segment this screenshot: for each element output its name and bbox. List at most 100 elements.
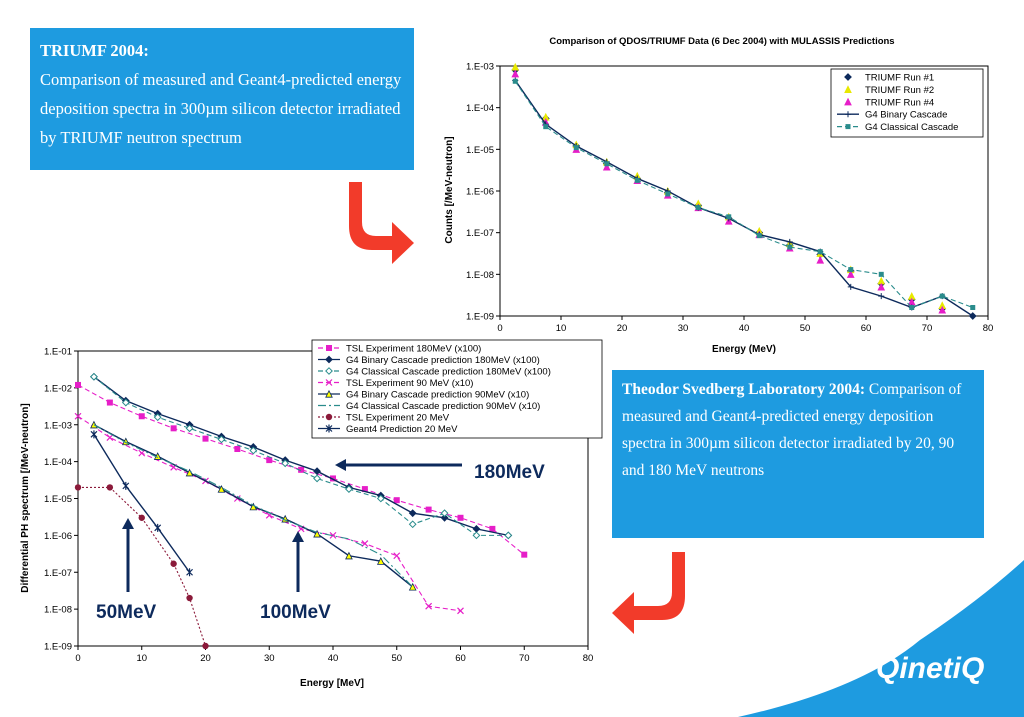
- data-point: [938, 305, 947, 314]
- data-point: [878, 271, 884, 277]
- data-point: [408, 509, 417, 518]
- y-tick-label: 1.E-05: [466, 145, 494, 156]
- annotation-50mev: 50MeV: [96, 602, 157, 623]
- data-point: [665, 191, 671, 197]
- x-tick-label: 50: [800, 323, 811, 334]
- data-point: [393, 552, 401, 560]
- annotation-arrow-icon: [122, 518, 134, 592]
- data-point: [106, 434, 114, 441]
- data-point: [511, 69, 520, 78]
- data-point: [393, 497, 400, 504]
- x-axis-label: Energy [MeV]: [300, 678, 364, 689]
- x-tick-label: 50: [391, 653, 402, 664]
- data-point: [846, 270, 855, 278]
- data-point: [234, 445, 241, 452]
- annotation-100mev: 100MeV: [260, 602, 331, 623]
- data-point: [330, 475, 336, 482]
- data-point: [512, 78, 518, 84]
- series-3: [74, 412, 464, 615]
- series-0: [75, 381, 528, 558]
- data-point: [138, 413, 145, 420]
- data-point: [787, 244, 793, 250]
- x-tick-label: 10: [556, 323, 567, 334]
- y-tick-label: 1.E-09: [44, 642, 72, 653]
- y-axis-label: Counts [/MeV-neutron]: [444, 136, 455, 243]
- data-point: [969, 313, 976, 319]
- data-point: [425, 602, 433, 610]
- legend-label: G4 Binary Cascade: [865, 110, 947, 121]
- data-point: [153, 413, 162, 422]
- data-point: [376, 494, 385, 503]
- chart-title: Comparison of QDOS/TRIUMF Data (6 Dec 20…: [549, 36, 894, 47]
- data-point: [202, 435, 209, 442]
- x-tick-label: 60: [861, 323, 872, 334]
- legend-marker: [844, 97, 852, 106]
- data-point: [408, 520, 417, 529]
- data-point: [186, 568, 193, 577]
- series-6: [74, 484, 209, 650]
- legend-label: G4 Classical Cascade: [865, 122, 958, 133]
- data-point: [504, 531, 513, 540]
- series-4: [512, 78, 976, 310]
- series-line: [93, 433, 191, 573]
- data-point: [425, 506, 432, 513]
- series-line: [514, 80, 974, 317]
- data-point: [457, 607, 464, 615]
- data-point: [217, 435, 226, 444]
- x-tick-label: 60: [455, 653, 466, 664]
- data-point: [249, 446, 258, 455]
- tsl-caption-body: Comparison of measured and Geant4-predic…: [622, 381, 962, 479]
- data-point: [848, 267, 854, 273]
- legend-marker: [845, 124, 851, 130]
- x-tick-label: 0: [75, 653, 80, 664]
- series-7: [90, 430, 193, 577]
- data-point: [970, 304, 976, 310]
- x-axis-label: Energy (MeV): [712, 344, 776, 355]
- y-tick-label: 1.E-05: [44, 494, 72, 505]
- legend-marker: [326, 345, 332, 351]
- series-line: [93, 424, 414, 588]
- data-point: [756, 233, 762, 239]
- data-point: [604, 161, 610, 167]
- data-point: [361, 486, 368, 493]
- data-point: [472, 531, 481, 540]
- data-point: [90, 372, 98, 381]
- legend: TSL Experiment 180MeV (x100)G4 Binary Ca…: [311, 339, 603, 439]
- data-point: [726, 214, 732, 220]
- legend-marker: [325, 389, 333, 398]
- plot-marks: [74, 372, 528, 650]
- triumf-caption-body: Comparison of measured and Geant4-predic…: [40, 70, 402, 147]
- legend-marker: [845, 111, 851, 118]
- triumf-caption-box: TRIUMF 2004: Comparison of measured and …: [30, 28, 414, 170]
- data-point: [361, 540, 369, 547]
- legend-marker: [325, 379, 333, 386]
- x-tick-label: 30: [264, 653, 275, 664]
- plot-marks: [511, 62, 977, 320]
- series-line: [77, 384, 525, 556]
- data-point: [329, 531, 337, 539]
- data-point: [521, 551, 528, 558]
- data-point: [313, 529, 321, 538]
- legend-label: G4 Classical Cascade prediction 180MeV (…: [346, 367, 551, 378]
- data-point: [345, 485, 353, 493]
- legend-frame: [311, 339, 603, 439]
- x-tick-label: 20: [617, 323, 628, 334]
- data-point: [573, 145, 579, 151]
- data-point: [170, 425, 177, 432]
- data-point: [816, 255, 825, 264]
- data-point: [170, 560, 177, 567]
- data-point: [217, 484, 226, 493]
- annotation-arrow-icon: [335, 459, 462, 471]
- data-point: [185, 424, 194, 433]
- data-point: [786, 238, 793, 245]
- legend-marker: [325, 355, 333, 364]
- data-point: [185, 468, 194, 477]
- legend-label: TRIUMF Run #4: [865, 97, 934, 108]
- qinetiq-logo: QinetiQ: [876, 652, 985, 685]
- series-line: [93, 376, 509, 536]
- legend-marker: [325, 367, 333, 375]
- data-point: [489, 525, 496, 532]
- tsl-caption-title: Theodor Svedberg Laboratory 2004:: [622, 381, 865, 398]
- data-point: [939, 293, 945, 299]
